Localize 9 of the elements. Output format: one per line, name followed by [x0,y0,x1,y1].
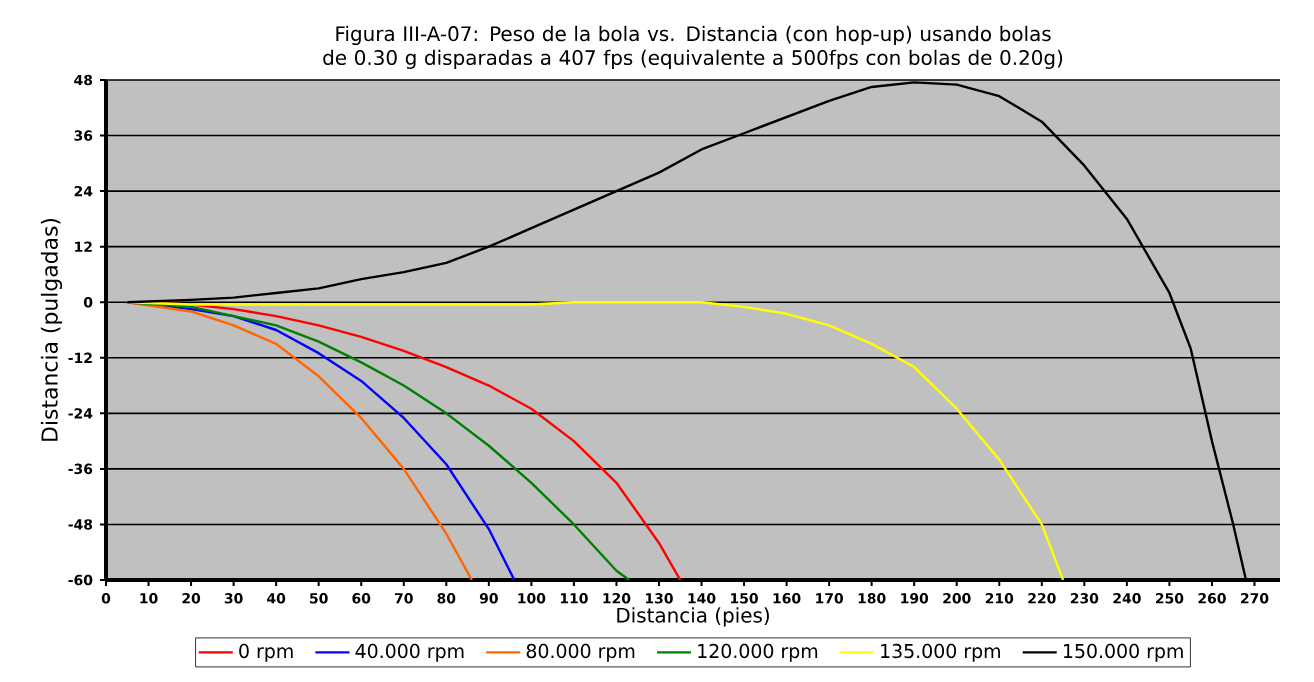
chart-title: Figura III-A-07: Peso de la bola vs. Distancia (con hop-up) usando bolas de 0.30 g disparadas a 407 fps (equivalente a 500fps con bolas de 0.20g) [323,25,1063,69]
legend-label: 120.000 rpm [698,643,818,662]
legend-label: 80.000 rpm [526,643,635,662]
legend-label: 0 rpm [239,643,293,662]
x-axis-title: Distancia (pies) [617,607,769,627]
legend-label: 135.000 rpm [881,643,1000,662]
y-axis-title: Distancia (pulgadas) [40,218,63,441]
legend-label: 150.000 rpm [1063,643,1183,662]
legend-label: 40.000 rpm [355,643,464,662]
